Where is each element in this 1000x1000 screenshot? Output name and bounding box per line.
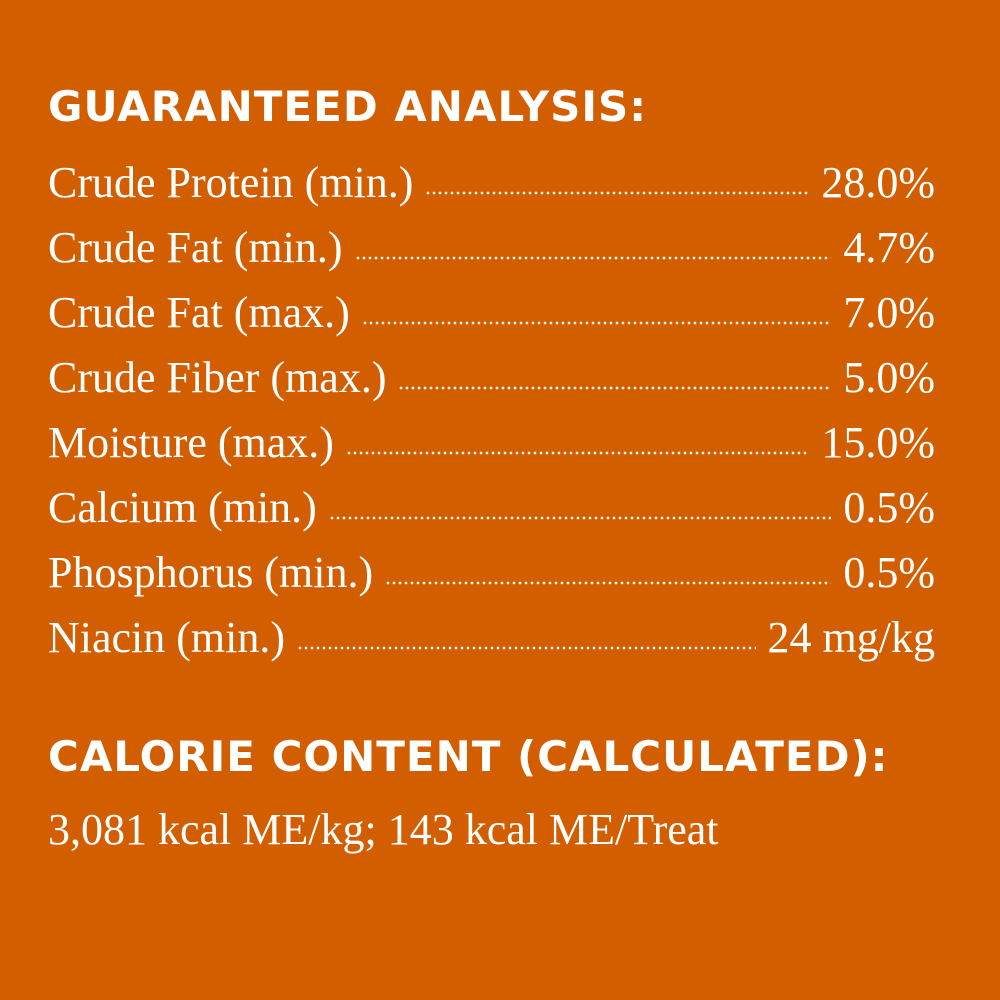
analysis-row: Crude Protein (min.) 28.0% bbox=[48, 150, 935, 215]
guaranteed-analysis-list: Crude Protein (min.) 28.0% Crude Fat (min.… bbox=[48, 150, 935, 670]
analysis-row: Crude Fat (max.) 7.0% bbox=[48, 280, 935, 345]
analysis-value: 24 mg/kg bbox=[767, 613, 935, 662]
dot-leader bbox=[385, 581, 832, 585]
analysis-label: Crude Protein (min.) bbox=[48, 158, 414, 207]
analysis-label: Crude Fiber (max.) bbox=[48, 353, 387, 402]
analysis-row: Moisture (max.) 15.0% bbox=[48, 410, 935, 475]
analysis-label: Crude Fat (max.) bbox=[48, 288, 350, 337]
analysis-value: 7.0% bbox=[843, 288, 935, 337]
dot-leader bbox=[297, 646, 756, 650]
analysis-value: 0.5% bbox=[843, 483, 935, 532]
dot-leader bbox=[361, 321, 832, 325]
analysis-value: 28.0% bbox=[821, 158, 935, 207]
analysis-row: Calcium (min.) 0.5% bbox=[48, 475, 935, 540]
analysis-value: 0.5% bbox=[843, 548, 935, 597]
analysis-value: 4.7% bbox=[843, 223, 935, 272]
dot-leader bbox=[425, 191, 810, 195]
analysis-label: Moisture (max.) bbox=[48, 418, 334, 467]
dot-leader bbox=[398, 386, 832, 390]
analysis-label: Calcium (min.) bbox=[48, 483, 317, 532]
dot-leader bbox=[354, 256, 832, 260]
dot-leader bbox=[345, 451, 810, 455]
analysis-row: Niacin (min.) 24 mg/kg bbox=[48, 605, 935, 670]
analysis-label: Phosphorus (min.) bbox=[48, 548, 374, 597]
analysis-row: Crude Fiber (max.) 5.0% bbox=[48, 345, 935, 410]
analysis-label: Niacin (min.) bbox=[48, 613, 286, 662]
analysis-row: Crude Fat (min.) 4.7% bbox=[48, 215, 935, 280]
calorie-content-text: 3,081 kcal ME/kg; 143 kcal ME/Treat bbox=[48, 805, 719, 854]
dot-leader bbox=[328, 516, 832, 520]
analysis-label: Crude Fat (min.) bbox=[48, 223, 343, 272]
guaranteed-analysis-heading: GUARANTEED ANALYSIS: bbox=[48, 82, 648, 131]
calorie-content-heading: CALORIE CONTENT (CALCULATED): bbox=[48, 732, 889, 781]
analysis-value: 5.0% bbox=[843, 353, 935, 402]
analysis-row: Phosphorus (min.) 0.5% bbox=[48, 540, 935, 605]
analysis-value: 15.0% bbox=[821, 418, 935, 467]
